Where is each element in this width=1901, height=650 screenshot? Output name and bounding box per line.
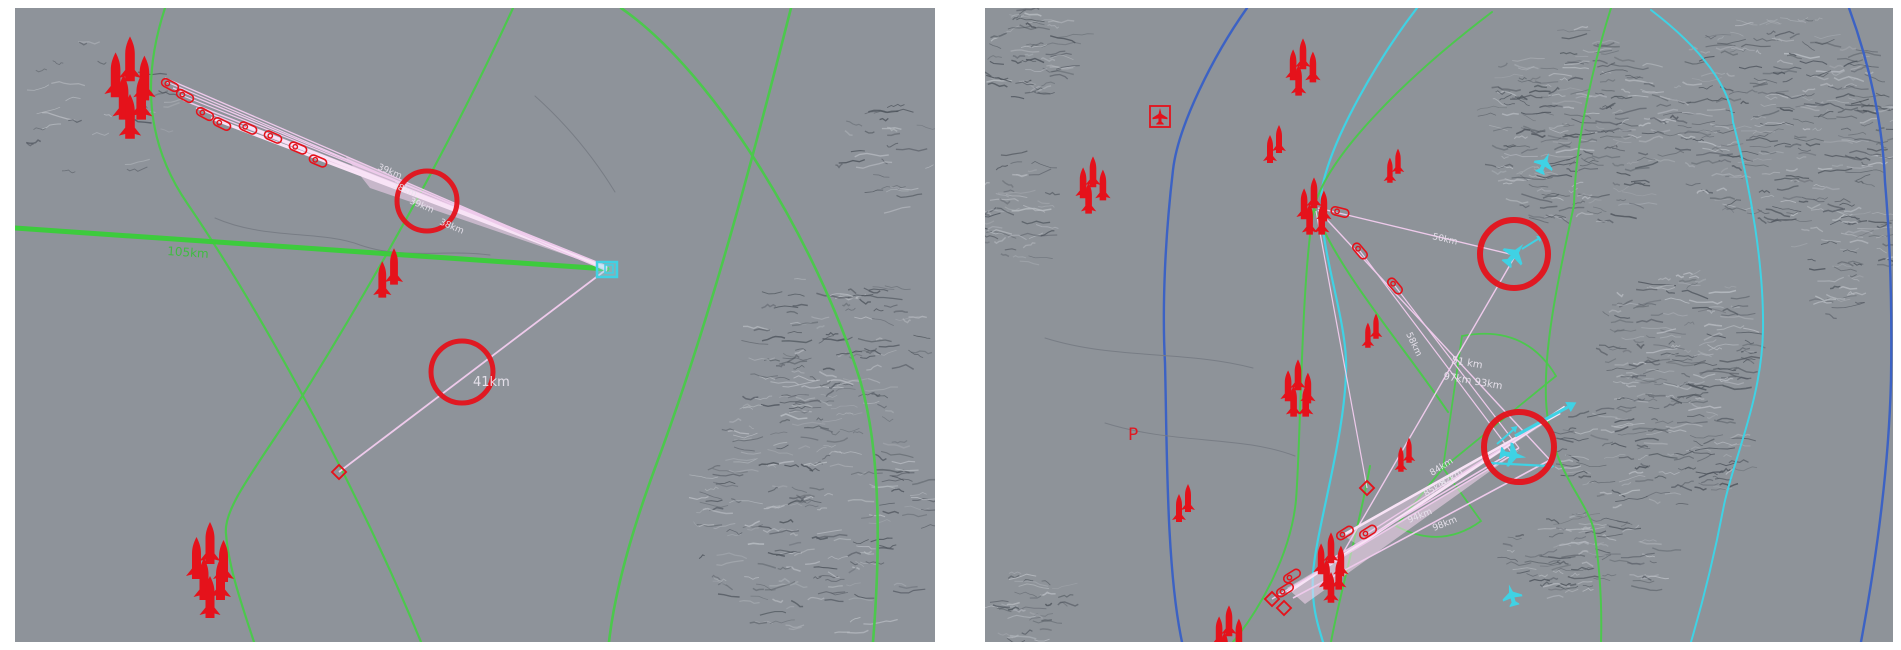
missile-cluster-icon[interactable]: [186, 522, 234, 618]
missile-cluster-icon[interactable]: [373, 248, 404, 298]
highlight-circle: [1481, 409, 1557, 485]
engagement-beam-wedge: [1287, 449, 1521, 604]
range-ring: [1650, 9, 1765, 642]
range-rings-layer: [15, 8, 879, 642]
range-ring: [15, 225, 610, 272]
target-diamond-icon[interactable]: [1263, 590, 1281, 608]
engagement-line: [1317, 209, 1551, 461]
right-map-panel[interactable]: 50km 58km 51 km 97km 93km 84km 82km 85km 94km 98…: [985, 8, 1893, 642]
range-ring: [1847, 8, 1893, 642]
range-distance-label: 105km: [167, 244, 209, 261]
markers-layer: [104, 36, 619, 618]
missile-capsule-icon[interactable]: [175, 88, 195, 104]
missile-cluster-icon[interactable]: [1280, 359, 1316, 417]
range-ring: [1162, 8, 1249, 642]
range-rings-layer: [1044, 8, 1893, 642]
missile-capsule-icon[interactable]: [1275, 582, 1295, 598]
missile-cluster-icon[interactable]: [1285, 38, 1321, 96]
missile-capsule-icon[interactable]: [160, 77, 180, 93]
terrain-layer: [25, 40, 935, 634]
engagement-line: [1367, 407, 1566, 534]
engagement-line: [1339, 257, 1515, 559]
missile-capsule-icon[interactable]: [1330, 205, 1350, 219]
cyan-aircraft-icon[interactable]: [1499, 582, 1524, 608]
highlight-circle: [1477, 217, 1551, 291]
engagement-line: [1317, 207, 1515, 256]
range-ring: [1232, 11, 1493, 642]
missile-cluster-icon[interactable]: [1383, 148, 1405, 183]
range-ring: [607, 8, 793, 642]
missile-capsule-icon[interactable]: [195, 106, 215, 122]
engagement-line: [166, 81, 608, 272]
missile-cluster-icon[interactable]: [1394, 437, 1416, 472]
missile-cluster-icon[interactable]: [1172, 484, 1195, 522]
missile-cluster-icon[interactable]: [1211, 605, 1246, 642]
missile-capsule-icon[interactable]: [212, 116, 232, 131]
missile-cluster-icon[interactable]: [104, 36, 156, 139]
missile-capsule-icon[interactable]: [308, 154, 328, 168]
missile-capsule-icon[interactable]: [288, 141, 308, 155]
beams-layer: [1271, 207, 1566, 604]
highlight-circle: [428, 338, 496, 406]
missile-capsule-icon[interactable]: [1386, 277, 1404, 296]
range-ring: [534, 95, 616, 193]
missile-capsule-icon[interactable]: [1282, 568, 1302, 584]
p-marker: P: [1128, 425, 1138, 445]
missile-cluster-icon[interactable]: [1296, 177, 1332, 235]
left-map-panel[interactable]: 105km 39km 38km 39km 38km 41km: [15, 8, 935, 642]
heading-arrow-icon[interactable]: [1521, 235, 1544, 250]
distance-label: 50km: [1431, 232, 1458, 247]
range-ring: [214, 217, 491, 256]
engagement-line: [1271, 454, 1513, 600]
range-ring: [1044, 337, 1254, 369]
target-diamond-icon[interactable]: [1358, 479, 1376, 497]
missile-capsule-icon[interactable]: [1351, 242, 1369, 261]
engagement-line: [1315, 210, 1368, 489]
missile-capsule-icon[interactable]: [263, 130, 283, 145]
engagement-line: [1359, 250, 1513, 454]
missile-cluster-icon[interactable]: [1313, 532, 1349, 603]
missile-capsule-icon[interactable]: [238, 121, 258, 136]
distance-label: 98km: [1431, 515, 1458, 534]
heading-arrow-icon[interactable]: [1496, 426, 1518, 445]
range-ring: [224, 8, 515, 642]
terrain-layer: [985, 8, 1893, 642]
engagement-line: [180, 94, 608, 267]
target-diamond-icon[interactable]: [330, 463, 348, 481]
markers-layer: [1075, 38, 1577, 642]
range-ring: [1441, 332, 1558, 471]
cyan-aircraft-icon[interactable]: [1498, 441, 1528, 469]
missile-cluster-icon[interactable]: [1075, 156, 1111, 214]
airfield-icon[interactable]: [1149, 105, 1171, 128]
distance-label: 51 km: [1450, 355, 1483, 371]
range-ring: [1104, 422, 1296, 457]
measure-distance-label: 41km: [473, 375, 510, 390]
engagement-line: [338, 268, 608, 473]
cyan-aircraft-icon[interactable]: [1497, 236, 1532, 272]
range-ring: [619, 8, 879, 642]
missile-capsule-icon[interactable]: [1335, 525, 1355, 541]
distance-label: 97km 93km: [1442, 371, 1503, 392]
friendly-unit-icon[interactable]: [595, 260, 619, 279]
cyan-aircraft-icon[interactable]: [1531, 149, 1558, 177]
range-ring: [1544, 8, 1612, 642]
highlight-circle: [394, 168, 460, 234]
missile-cluster-icon[interactable]: [1263, 125, 1286, 163]
missile-cluster-icon[interactable]: [1361, 313, 1383, 348]
missile-capsule-icon[interactable]: [1358, 524, 1378, 540]
target-diamond-icon[interactable]: [1275, 599, 1293, 617]
